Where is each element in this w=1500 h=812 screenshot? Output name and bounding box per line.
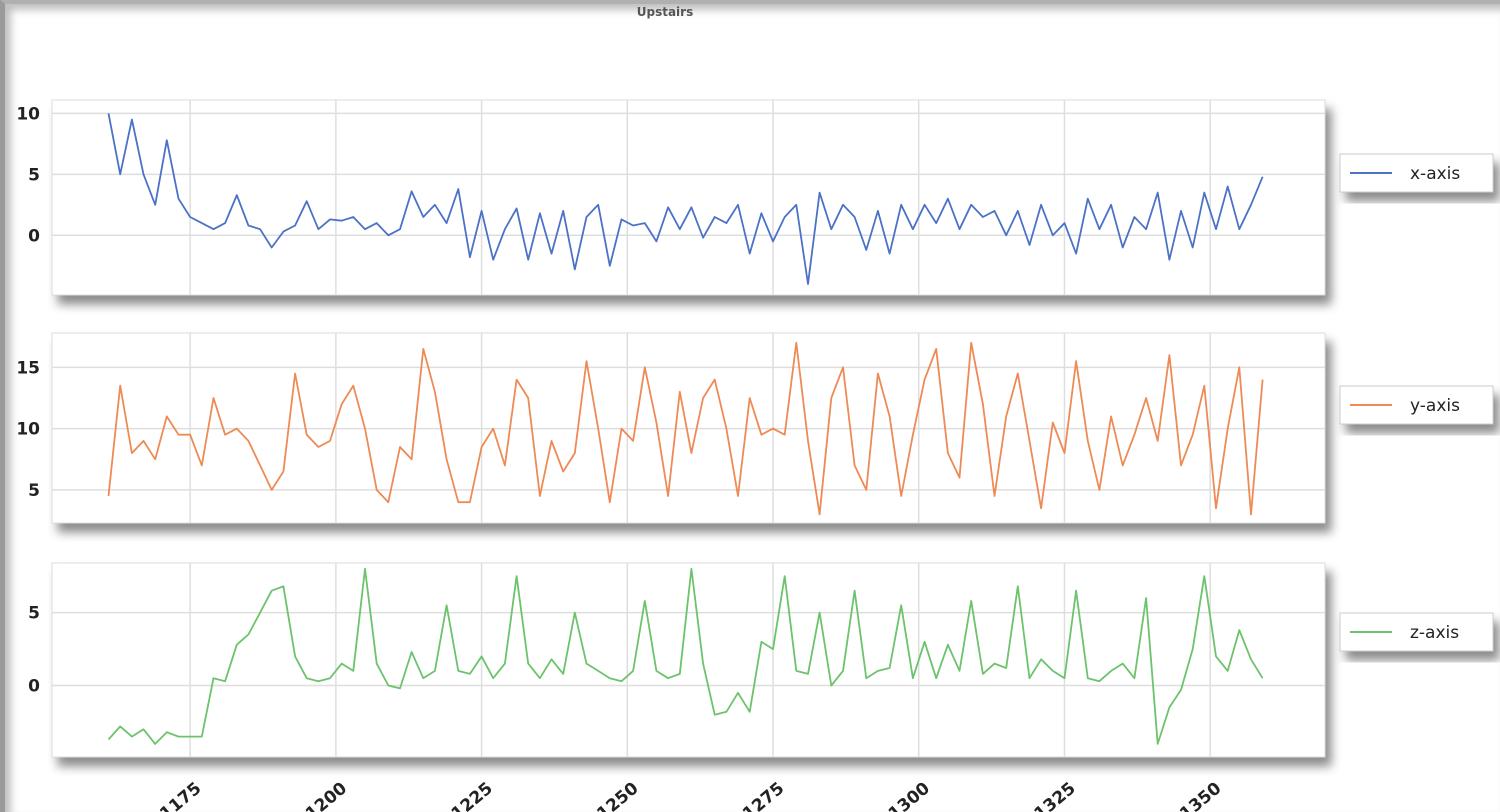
x-tick-label: 1200 [302, 778, 351, 812]
legend-label: z-axis [1410, 623, 1459, 643]
y-tick-label: 5 [28, 481, 40, 501]
legend-label: y-axis [1410, 396, 1460, 416]
x-tick-label: 1250 [593, 778, 642, 812]
legend: x-axis [1339, 153, 1494, 193]
plot-area [51, 99, 1326, 296]
x-tick-label: 1325 [1031, 779, 1080, 812]
y-tick-label: 0 [28, 226, 40, 246]
x-tick-label: 1175 [156, 779, 205, 812]
legend: z-axis [1339, 612, 1494, 652]
y-tick-label: 0 [28, 677, 40, 697]
x-tick-label: 1300 [885, 778, 934, 812]
y-tick-label: 10 [16, 420, 40, 440]
subplot-1: 0 5 10 x-axis [16, 99, 1494, 296]
x-tick-label: 1225 [448, 779, 497, 812]
subplot-3: 0 5 z-axis 1175 1200 1225 1250 1275 1300 1325 1350 [28, 562, 1494, 812]
series-line-x-axis [107, 113, 1264, 285]
y-tick-label: 5 [28, 165, 40, 185]
series-line-y-axis [107, 341, 1264, 516]
series-line-z-axis [107, 567, 1264, 745]
y-tick-label: 5 [28, 604, 40, 624]
legend: y-axis [1339, 385, 1494, 425]
subplot-2: 5 10 15 y-axis [16, 332, 1494, 524]
legend-label: x-axis [1410, 164, 1460, 184]
y-tick-label: 10 [16, 104, 40, 124]
x-tick-label: 1350 [1176, 778, 1225, 812]
y-tick-label: 15 [16, 358, 40, 378]
chart-title: Upstairs [636, 5, 694, 19]
x-tick-label: 1275 [739, 779, 788, 812]
